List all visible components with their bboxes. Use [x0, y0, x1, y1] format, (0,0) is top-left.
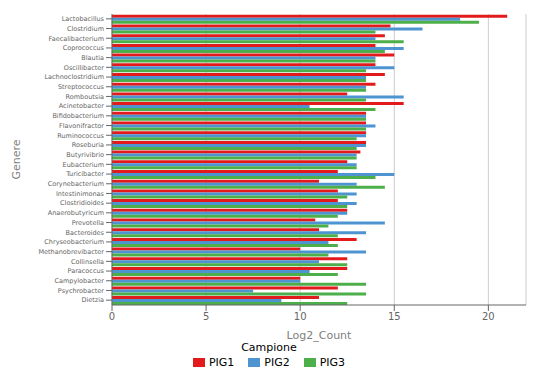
svg-text:Lachnoclostridium: Lachnoclostridium [44, 73, 104, 81]
svg-text:5: 5 [203, 311, 209, 322]
svg-text:Coprococcus: Coprococcus [63, 44, 105, 52]
svg-text:Bacteroides: Bacteroides [66, 229, 105, 237]
svg-text:Romboutsia: Romboutsia [66, 93, 104, 101]
html-text:PIG3: PIG3 [319, 356, 346, 369]
svg-text:Clostridium: Clostridium [67, 25, 104, 33]
svg-text:Clostridioides: Clostridioides [60, 199, 105, 207]
html-text:PIG1: PIG1 [208, 356, 235, 369]
svg-text:0: 0 [109, 311, 115, 322]
svg-text:Turicibacter: Turicibacter [65, 170, 104, 178]
svg-text:Prevotella: Prevotella [72, 219, 104, 227]
svg-text:Methanobrevibacter: Methanobrevibacter [38, 248, 104, 256]
svg-text:Anaerobutyricum: Anaerobutyricum [48, 209, 104, 217]
svg-text:Dietzia: Dietzia [81, 296, 104, 304]
svg-text:Chryseobacterium: Chryseobacterium [44, 238, 104, 246]
svg-text:Flavonifractor: Flavonifractor [59, 122, 104, 130]
svg-text:Intestinimonas: Intestinimonas [56, 190, 105, 198]
svg-text:Psychrobacter: Psychrobacter [58, 287, 104, 295]
svg-text:Oscillibacter: Oscillibacter [64, 64, 105, 72]
svg-text:Collinsella: Collinsella [71, 258, 104, 266]
html-text:Campione: Campione [241, 341, 297, 354]
svg-text:Bifidobacterium: Bifidobacterium [52, 112, 104, 120]
html-text:PIG2: PIG2 [264, 356, 290, 369]
svg-text:Log2_Count: Log2_Count [287, 329, 353, 342]
svg-text:Roseburia: Roseburia [72, 141, 104, 149]
svg-text:Campylobacter: Campylobacter [54, 277, 104, 285]
svg-text:Lactobacillus: Lactobacillus [62, 15, 105, 23]
svg-text:Ruminococcus: Ruminococcus [57, 132, 104, 140]
svg-text:Eubacterium: Eubacterium [63, 161, 104, 169]
svg-text:Butyrivibrio: Butyrivibrio [66, 151, 104, 159]
svg-text:Genere: Genere [10, 139, 23, 179]
svg-text:Acinetobacter: Acinetobacter [59, 102, 105, 110]
svg-text:Paracoccus: Paracoccus [68, 267, 105, 275]
svg-text:Streptococcus: Streptococcus [58, 83, 105, 91]
svg-text:Blautia: Blautia [81, 54, 104, 62]
svg-text:20: 20 [482, 311, 495, 322]
svg-text:Faecalibacterium: Faecalibacterium [49, 35, 104, 43]
svg-text:10: 10 [294, 311, 307, 322]
svg-text:Corynebacterium: Corynebacterium [48, 180, 104, 188]
svg-text:15: 15 [388, 311, 401, 322]
